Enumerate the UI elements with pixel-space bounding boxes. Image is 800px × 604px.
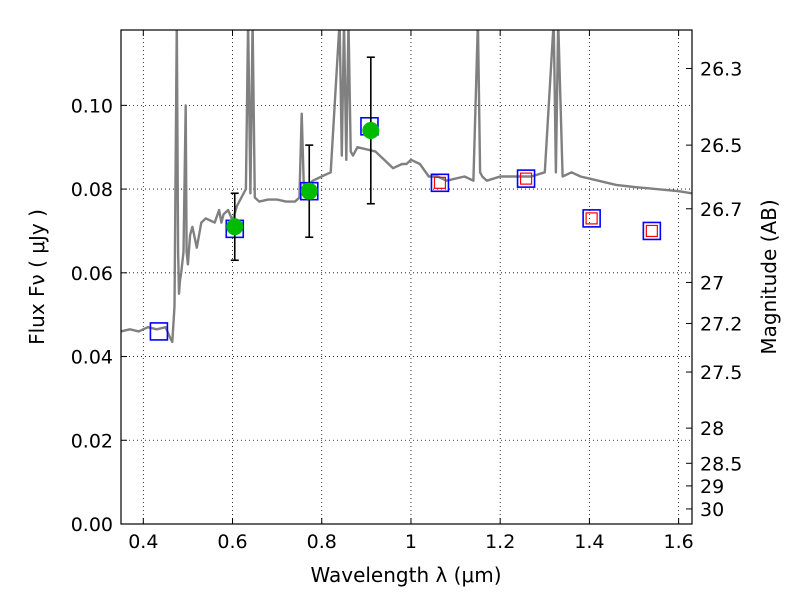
y-right-tick-label: 27.2	[700, 313, 742, 335]
y-tick-label: 0.10	[71, 95, 113, 117]
y-tick-label: 0.02	[71, 430, 113, 452]
observed-photometry-point	[300, 182, 318, 200]
y-right-tick-label: 27	[700, 272, 724, 294]
upper-limit-marker	[519, 172, 533, 185]
y-right-tick-label: 26.5	[700, 135, 742, 157]
plot-frame	[120, 29, 693, 525]
model-photometry-square	[149, 322, 169, 341]
grid-lines	[121, 30, 692, 525]
observed-photometry-point	[226, 218, 244, 236]
x-tick-label: 0.8	[307, 531, 337, 553]
y-tick-label: 0.00	[71, 514, 113, 536]
y-right-tick-label: 28	[700, 418, 724, 440]
x-tick-label: 0.6	[217, 531, 247, 553]
y-right-tick-label: 28.5	[700, 453, 742, 475]
y-right-tick-label: 26.3	[700, 59, 742, 81]
x-tick-label: 1.6	[664, 531, 694, 553]
y-tick-label: 0.04	[71, 347, 113, 369]
model-photometry-square	[582, 209, 601, 228]
y-tick-label: 0.08	[71, 179, 113, 201]
upper-limit-marker	[645, 224, 658, 238]
x-axis-title: Wavelength λ (μm)	[310, 563, 501, 587]
y-tick-label: 0.06	[71, 263, 113, 285]
x-tick-label: 0.4	[128, 531, 158, 553]
model-photometry-square	[516, 169, 536, 188]
y-right-tick-label: 26.7	[700, 199, 742, 221]
data-layer	[121, 30, 692, 344]
upper-limit-marker	[433, 176, 447, 189]
axis-ticks: 0.4 0.6 0.8 1 1.2 1.4 1.6 0.00 0.02 0.04 0.06 0.08 0…	[71, 30, 742, 553]
observed-photometry-point	[362, 121, 380, 139]
y-right-tick-label: 27.5	[700, 362, 742, 384]
x-tick-label: 1.4	[574, 531, 604, 553]
upper-limit-marker	[585, 212, 598, 225]
y-axis-right-title: Magnitude (AB)	[757, 199, 781, 354]
x-tick-label: 1	[405, 531, 417, 553]
x-tick-label: 1.2	[485, 531, 515, 553]
y-right-tick-label: 29	[700, 476, 724, 498]
y-axis-title: Flux Fν ( μJy )	[25, 209, 49, 345]
model-photometry-square	[642, 221, 662, 241]
model-spectrum-line	[121, 30, 692, 344]
model-photometry-square	[430, 173, 450, 193]
y-right-tick-label: 30	[700, 499, 724, 521]
